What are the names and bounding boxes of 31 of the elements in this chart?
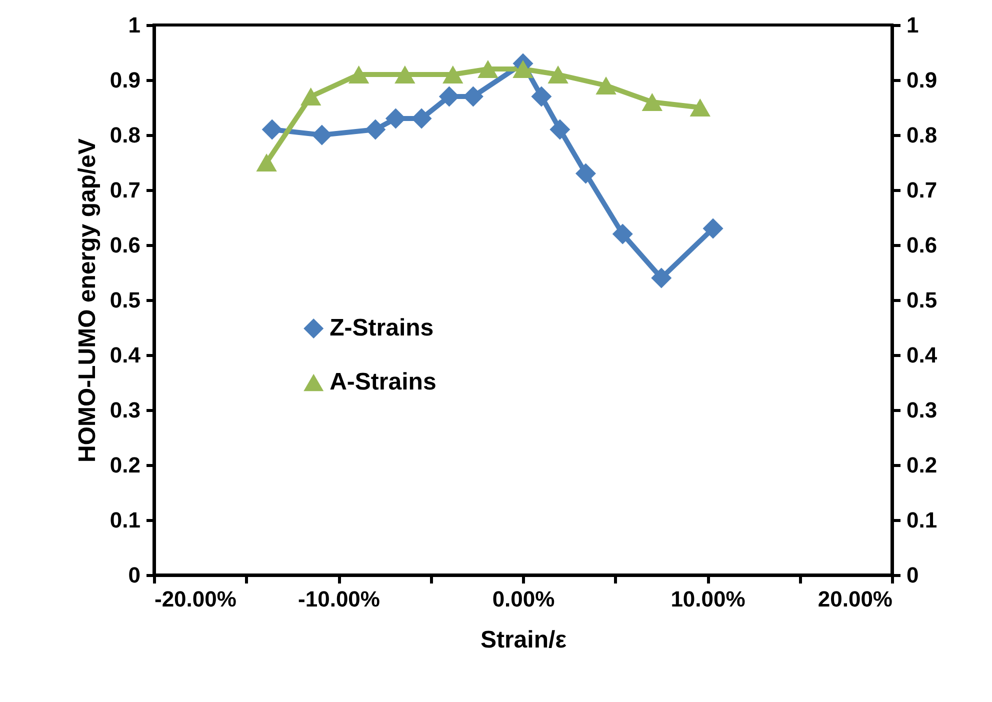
y-tick-label: 0.4 [110,342,142,368]
y2-tick-label: 1 [906,12,919,38]
y-tick-label: 0.9 [110,68,140,92]
y-tick-label: 0.2 [110,452,140,478]
y2-tick-label: 0.7 [906,178,938,202]
y2-tick-label: 0.4 [906,342,938,368]
y2-tick-label: 0.2 [906,452,938,478]
legend-label: A-Strains [330,368,436,396]
y2-tick-label: 0.9 [906,68,938,92]
legend-label: Z-Strains [330,314,434,342]
y2-tick-label: 0.8 [906,122,938,148]
y-tick-label: 0.7 [110,178,140,202]
y2-tick-label: 0 [906,562,919,588]
y-tick-label: 0.6 [110,232,140,258]
y2-tick-label: 0.5 [906,288,938,312]
x-tick-label: 0.00% [492,586,555,612]
y2-tick-label: 0.1 [906,508,938,532]
y-tick-label: 0.1 [110,508,140,532]
y-tick-label: 0 [128,562,140,588]
y-axis-title: HOMO-LUMO energy gap/eV [74,138,101,463]
y-tick-label: 1 [128,12,140,38]
y-tick-label: 0.5 [110,288,140,312]
y2-tick-label: 0.6 [906,232,938,258]
y-tick-label: 0.3 [110,398,140,422]
x-tick-label: 10.00% [670,586,746,612]
x-tick-label: -10.00% [298,586,380,612]
x-tick-label: 20.00% [818,586,892,612]
y-tick-label: 0.8 [110,122,140,148]
x-axis-title: Strain/ε [480,626,567,654]
x-tick-label: -20.00% [154,586,236,612]
y2-tick-label: 0.3 [906,398,938,422]
